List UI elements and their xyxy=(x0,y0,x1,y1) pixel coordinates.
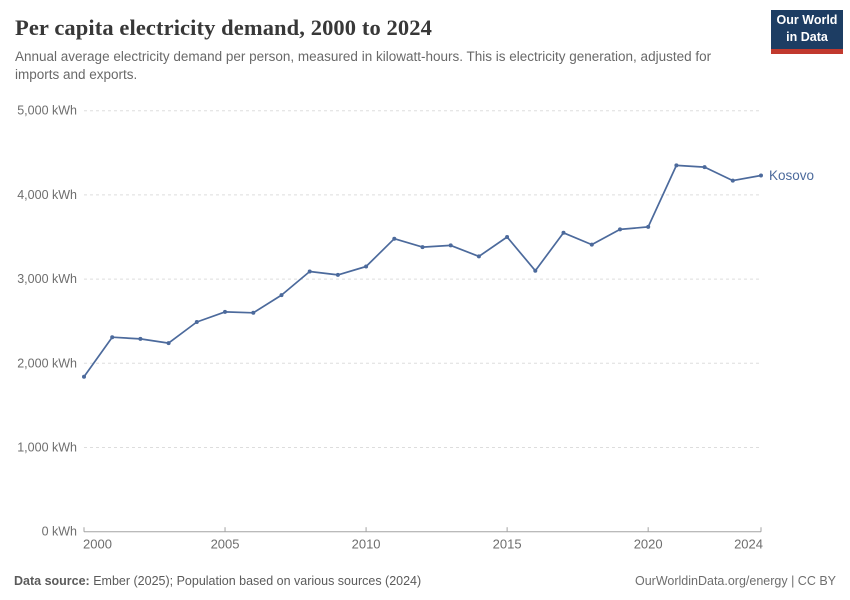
line-chart[interactable]: 0 kWh 1,000 kWh 2,000 kWh 3,000 kWh 4,000 kW… xyxy=(0,95,850,560)
series-point xyxy=(533,268,538,273)
series-point xyxy=(364,264,369,269)
x-tick-label: 2000 xyxy=(83,537,112,552)
series-point xyxy=(392,236,397,241)
series-point xyxy=(166,341,171,346)
x-tick-label: 2010 xyxy=(352,537,381,552)
series-point xyxy=(618,227,622,232)
series-point xyxy=(110,335,115,340)
y-tick-label: 3,000 kWh xyxy=(17,272,77,286)
series-point xyxy=(279,293,284,298)
y-tick-label: 1,000 kWh xyxy=(17,441,77,455)
data-source: Data source: Ember (2025); Population ba… xyxy=(14,574,421,588)
chart-subtitle: Annual average electricity demand per pe… xyxy=(15,49,712,82)
series-point xyxy=(561,230,566,235)
series-point xyxy=(420,245,425,250)
chart-footer: Data source: Ember (2025); Population ba… xyxy=(0,562,850,600)
x-tick-label: 2005 xyxy=(211,537,240,552)
series-point xyxy=(194,320,199,324)
series-label[interactable]: Kosovo xyxy=(769,168,814,183)
y-tick-label: 2,000 kWh xyxy=(17,356,77,370)
chart-title: Per capita electricity demand, 2000 to 2… xyxy=(15,15,432,40)
owid-logo-line2: in Data xyxy=(786,29,828,44)
x-tick-label: 2015 xyxy=(493,537,522,552)
x-tick-label: 2024 xyxy=(734,537,763,552)
series-point xyxy=(448,243,453,248)
data-source-text: Ember (2025); Population based on variou… xyxy=(89,574,422,588)
series-point xyxy=(702,165,707,170)
series-point xyxy=(730,178,735,183)
series-point xyxy=(589,242,594,247)
owid-logo[interactable]: Our World in Data xyxy=(771,10,843,54)
owid-logo-line1: Our World xyxy=(776,13,838,27)
series-point xyxy=(335,272,340,277)
series-point xyxy=(223,309,227,314)
footer-link[interactable]: OurWorldinData.org/energy | CC BY xyxy=(634,574,836,588)
series-point xyxy=(505,235,510,239)
series-point xyxy=(759,173,763,178)
series-point xyxy=(646,224,651,229)
series-point xyxy=(307,269,312,274)
y-tick-label: 4,000 kWh xyxy=(17,188,77,202)
y-tick-label: 0 kWh xyxy=(42,525,77,539)
series-point xyxy=(82,374,86,379)
series-line xyxy=(83,164,762,378)
data-source-label: Data source: xyxy=(14,574,90,588)
series-point xyxy=(476,254,481,259)
x-tick-label: 2020 xyxy=(634,537,663,552)
y-tick-label: 5,000 kWh xyxy=(17,104,77,118)
series-point xyxy=(674,163,679,168)
series-point xyxy=(251,310,256,315)
chart-header: Per capita electricity demand, 2000 to 2… xyxy=(0,0,850,83)
series-point xyxy=(138,336,143,341)
